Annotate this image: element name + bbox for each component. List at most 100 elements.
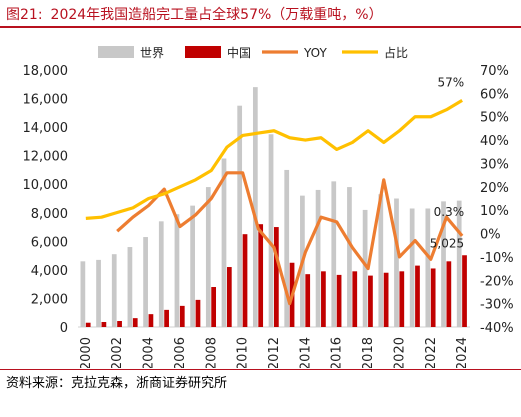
y-right-tick-label: -30% (480, 298, 514, 313)
y-left-tick-label: 0 (60, 321, 68, 336)
world-bar (331, 181, 337, 327)
world-bar (237, 105, 243, 327)
china-bar (274, 227, 279, 327)
x-tick-label: 2002 (110, 337, 125, 368)
share-series-line (85, 98, 463, 220)
x-tick-label: 2006 (173, 337, 188, 368)
world-bar (425, 208, 431, 327)
x-tick-label: 2012 (267, 337, 282, 368)
legend-world-label: 世界 (140, 46, 164, 60)
x-tick-label: 2000 (79, 337, 94, 368)
china-bar (195, 299, 201, 327)
china-bar (399, 271, 405, 327)
world-bar (268, 134, 274, 327)
y-left-tick-label: 8,000 (31, 207, 68, 222)
china-bar (430, 268, 436, 327)
y-right-tick-label: 20% (480, 181, 509, 196)
world-bar (409, 208, 415, 327)
y-right-tick-label: 40% (480, 134, 509, 149)
china-bar (383, 272, 389, 327)
y-right-tick-label: 0% (480, 228, 501, 243)
world-bar (456, 200, 462, 327)
figure-number: 图21: (6, 7, 43, 23)
world-bar (143, 237, 148, 327)
x-tick-label: 2008 (204, 337, 219, 368)
china-bar (179, 305, 185, 327)
x-tick-label: 2020 (392, 337, 407, 368)
y-left-tick-label: 14,000 (23, 121, 69, 136)
world-bar (221, 158, 227, 327)
world-bar (315, 189, 321, 327)
china-bar (242, 234, 248, 327)
china-bar (321, 271, 326, 327)
world-bar (96, 259, 101, 327)
yoy-data-label: 0.3% (434, 205, 465, 219)
world-bar (441, 201, 446, 327)
china-bar (164, 309, 169, 327)
china-data-label: 5,025 (430, 236, 464, 250)
china-bar (85, 322, 91, 327)
chart-title: 图21: 2024年我国造船完工量占全球57%（万载重吨，%） (6, 4, 383, 26)
china-bar (446, 261, 452, 327)
china-bar (101, 322, 107, 327)
world-bar (190, 205, 195, 327)
world-bar (111, 254, 117, 327)
source-note: 资料来源：克拉克森，浙商证券研究所 (6, 376, 228, 391)
combo-chart: 0 2,000 4,000 6,000 8,000 10,000 12,000 14,000 1… (23, 45, 514, 368)
y-right-tick-label: -20% (480, 274, 514, 289)
china-bar (415, 265, 420, 327)
y-right-tick-label: 50% (480, 111, 509, 126)
title-rule (0, 26, 521, 28)
yoy-series-line (116, 171, 464, 306)
y-right-tick-label: 10% (480, 204, 509, 219)
y-left-tick-label: 2,000 (31, 292, 68, 307)
world-bar (394, 198, 399, 327)
world-bar (127, 247, 133, 327)
legend-share-label: 占比 (384, 45, 408, 60)
y-left-tick-label: 6,000 (31, 235, 68, 250)
x-tick-label: 2022 (424, 337, 439, 368)
china-bar (226, 267, 232, 327)
world-bar (362, 209, 368, 327)
world-bar (158, 221, 164, 327)
y-right-tick-label: 70% (480, 64, 509, 79)
legend-yoy-label: YOY (303, 46, 327, 60)
china-bar (462, 255, 467, 327)
y-left-tick-label: 18,000 (23, 64, 69, 79)
world-bar (205, 187, 211, 327)
y-left-tick-label: 16,000 (23, 93, 69, 108)
china-bar (258, 224, 264, 327)
world-bar (174, 214, 180, 327)
world-bar (252, 87, 258, 327)
world-bar (378, 194, 384, 327)
china-bar (132, 318, 138, 327)
figure-title-text: 2024年我国造船完工量占全球57%（万载重吨，%） (50, 7, 383, 23)
china-bar (305, 274, 311, 327)
x-tick-label: 2018 (361, 337, 376, 368)
y-right-tick-label: 60% (480, 87, 509, 102)
x-tick-label: 2014 (298, 337, 313, 368)
china-bar (352, 271, 358, 327)
y-right-tick-label: 30% (480, 157, 509, 172)
legend-china-swatch (185, 46, 221, 58)
china-bar (211, 287, 217, 327)
share-data-label: 57% (437, 75, 464, 89)
world-bar (284, 169, 290, 327)
y-left-tick-label: 10,000 (23, 178, 69, 193)
world-bar (347, 187, 352, 327)
china-bar (368, 275, 373, 327)
x-tick-label: 2016 (330, 337, 345, 368)
china-bar (336, 274, 342, 327)
y-left-tick-label: 12,000 (23, 150, 69, 165)
y-left-tick-label: 4,000 (31, 264, 68, 279)
x-tick-label: 2010 (236, 337, 251, 368)
y-right-tick-label: -40% (480, 321, 514, 336)
world-bar (80, 261, 86, 327)
x-tick-label: 2024 (455, 337, 470, 368)
source-rule (0, 369, 521, 370)
x-tick-label: 2004 (142, 337, 157, 368)
legend-world-swatch (98, 46, 134, 58)
legend-china-label: 中国 (227, 45, 251, 60)
y-right-tick-label: -10% (480, 251, 514, 266)
china-bar (148, 314, 154, 327)
